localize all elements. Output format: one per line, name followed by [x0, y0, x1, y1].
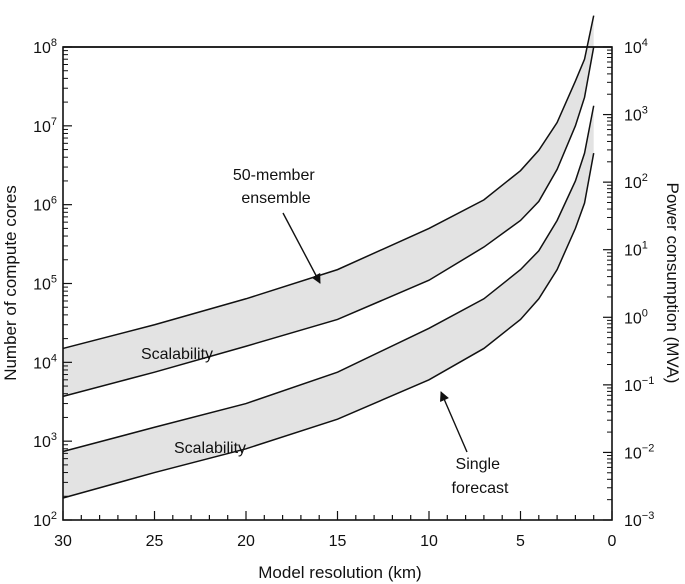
annotation-ensemble: 50-member ensemble: [233, 167, 319, 207]
arrow-ensemble: [282, 212, 321, 284]
annotation-scalability-single: Scalability: [174, 440, 246, 457]
y2-axis-title: Power consumption (MVA): [663, 183, 682, 384]
y-tick-label: 106: [33, 195, 57, 215]
x-tick-label: 15: [329, 533, 347, 550]
annotation-ensemble-line1: 50-member: [233, 167, 315, 184]
y2-tick-label: 100: [624, 307, 648, 327]
arrow-single: [440, 391, 468, 453]
band-0-fill: [63, 15, 594, 397]
x-tick-label: 25: [146, 533, 164, 550]
band-1-fill: [63, 105, 594, 499]
y2-tick-label: 103: [624, 105, 648, 125]
band-0-lower-line: [62, 46, 595, 398]
band-0-upper-line: [62, 15, 595, 350]
y2-tick-label: 10−1: [624, 375, 654, 395]
y2-tick-label: 10−2: [624, 442, 654, 462]
y-tick-label: 102: [33, 510, 57, 530]
annotation-single: Single forecast: [452, 456, 509, 497]
y-axis-left: 102 103 104 105 106 107 108: [33, 37, 72, 530]
annotation-single-line1: Single: [456, 456, 501, 473]
band-1-lower-line: [62, 153, 595, 499]
y2-tick-label: 10−3: [624, 510, 654, 530]
x-axis: 30 25 20 15 10 5 0: [54, 511, 617, 550]
y-tick-label: 107: [33, 116, 57, 136]
annotation-scalability-ensemble: Scalability: [141, 346, 213, 363]
bands-layer: [62, 15, 612, 499]
y-axis-title: Number of compute cores: [1, 185, 20, 381]
x-tick-label: 20: [237, 533, 255, 550]
y-tick-label: 105: [33, 274, 57, 294]
y2-tick-label: 101: [624, 240, 648, 260]
x-tick-label: 10: [420, 533, 438, 550]
y-tick-label: 104: [33, 352, 57, 372]
y2-tick-label: 104: [624, 37, 648, 57]
x-tick-label: 5: [516, 533, 525, 550]
x-tick-label: 30: [54, 533, 72, 550]
y-tick-label: 108: [33, 37, 57, 57]
annotation-single-line2: forecast: [452, 480, 509, 497]
x-axis-title: Model resolution (km): [258, 563, 421, 582]
annotation-ensemble-line2: ensemble: [241, 190, 310, 207]
y2-tick-label: 102: [624, 172, 648, 192]
y-tick-label: 103: [33, 431, 57, 451]
y-axis-right: 10−3 10−2 10−1 100 101 102 103 104: [603, 37, 654, 530]
band-1-upper-line: [62, 105, 595, 453]
x-tick-label: 0: [608, 533, 617, 550]
